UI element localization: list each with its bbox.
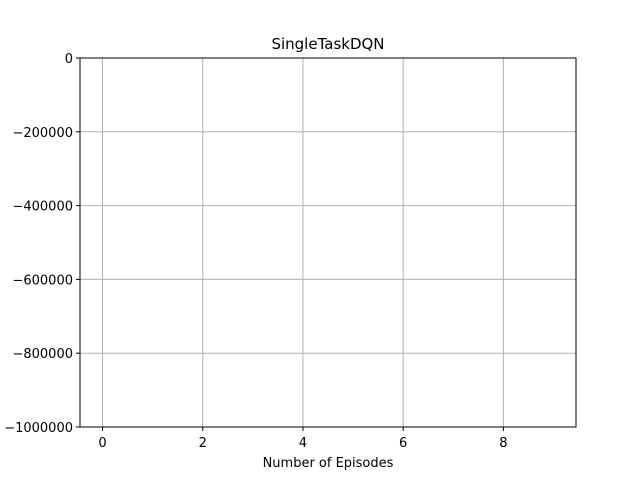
chart-title: SingleTaskDQN — [271, 35, 384, 53]
y-tick-label: −800000 — [12, 347, 73, 362]
y-ticks: 0 −200000 −400000 −600000 −800000 −1000000 — [4, 52, 80, 436]
x-tick-label: 4 — [299, 436, 307, 451]
x-axis-label: Number of Episodes — [263, 456, 394, 471]
grid-lines — [80, 58, 576, 427]
y-tick-label: −1000000 — [4, 421, 73, 436]
x-ticks: 0 2 4 6 8 — [98, 427, 507, 451]
x-tick-label: 0 — [98, 436, 106, 451]
x-tick-label: 8 — [499, 436, 507, 451]
y-tick-label: 0 — [65, 52, 73, 67]
x-tick-label: 2 — [199, 436, 207, 451]
plot-frame — [79, 57, 577, 428]
y-tick-label: −400000 — [12, 200, 73, 215]
y-tick-label: −200000 — [12, 126, 73, 141]
y-tick-label: −600000 — [12, 273, 73, 288]
x-tick-label: 6 — [399, 436, 407, 451]
